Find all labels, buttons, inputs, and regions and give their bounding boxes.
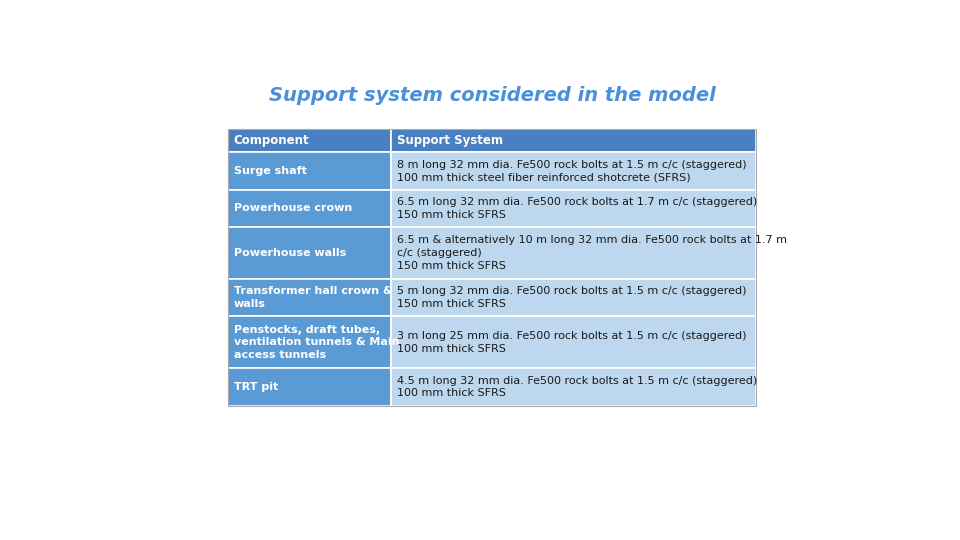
Text: TRT pit: TRT pit	[234, 382, 278, 392]
Bar	[391, 190, 756, 227]
Text: 4.5 m long 32 mm dia. Fe500 rock bolts at 1.5 m c/c (staggered)
100 mm thick SFR: 4.5 m long 32 mm dia. Fe500 rock bolts a…	[396, 376, 756, 399]
Text: 3 m long 25 mm dia. Fe500 rock bolts at 1.5 m c/c (staggered)
100 mm thick SFRS: 3 m long 25 mm dia. Fe500 rock bolts at …	[396, 331, 746, 354]
Bar	[228, 152, 391, 190]
Bar	[391, 316, 756, 368]
Text: Component: Component	[234, 134, 309, 147]
Bar	[228, 227, 391, 279]
Bar	[391, 279, 756, 316]
Bar	[228, 316, 391, 368]
Text: Penstocks, draft tubes,
ventilation tunnels & Main
access tunnels: Penstocks, draft tubes, ventilation tunn…	[234, 325, 399, 360]
Bar	[391, 227, 756, 279]
Bar	[228, 190, 391, 227]
Bar	[228, 129, 756, 406]
Bar	[391, 152, 756, 190]
Bar	[228, 368, 391, 406]
Text: Support System: Support System	[396, 134, 502, 147]
Text: 8 m long 32 mm dia. Fe500 rock bolts at 1.5 m c/c (staggered)
100 mm thick steel: 8 m long 32 mm dia. Fe500 rock bolts at …	[396, 159, 746, 183]
Bar	[391, 368, 756, 406]
Bar	[391, 129, 756, 152]
Text: 6.5 m long 32 mm dia. Fe500 rock bolts at 1.7 m c/c (staggered)
150 mm thick SFR: 6.5 m long 32 mm dia. Fe500 rock bolts a…	[396, 197, 756, 220]
Bar	[228, 129, 391, 152]
Text: Powerhouse crown: Powerhouse crown	[234, 204, 352, 213]
Text: 6.5 m & alternatively 10 m long 32 mm dia. Fe500 rock bolts at 1.7 m
c/c (stagge: 6.5 m & alternatively 10 m long 32 mm di…	[396, 235, 786, 271]
Text: Transformer hall crown &
walls: Transformer hall crown & walls	[234, 286, 393, 309]
Text: Support system considered in the model: Support system considered in the model	[269, 86, 715, 105]
Text: Powerhouse walls: Powerhouse walls	[234, 248, 347, 258]
Bar	[228, 279, 391, 316]
Text: Surge shaft: Surge shaft	[234, 166, 306, 176]
Text: 5 m long 32 mm dia. Fe500 rock bolts at 1.5 m c/c (staggered)
150 mm thick SFRS: 5 m long 32 mm dia. Fe500 rock bolts at …	[396, 286, 746, 309]
